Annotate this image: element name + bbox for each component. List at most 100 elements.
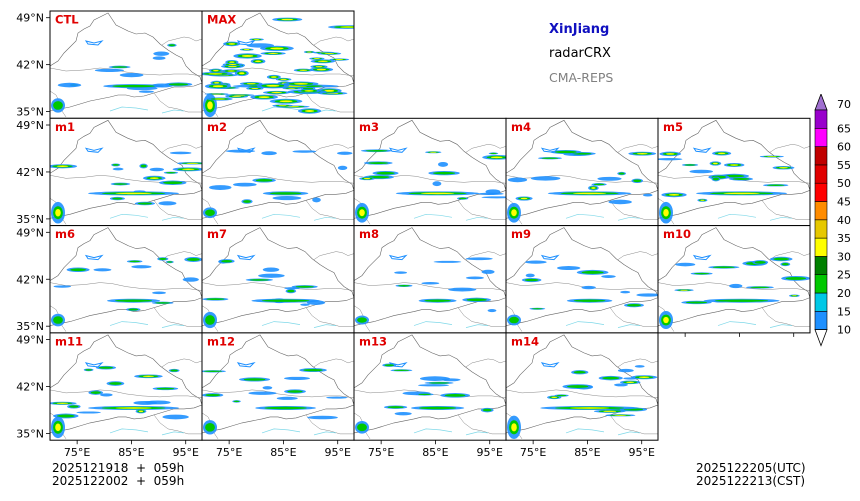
model-title: CMA-REPS [549,70,614,85]
echo-sw-cell-peak [511,423,517,432]
echo-sw-cell-core [53,316,63,324]
echo-cell [524,260,547,264]
echo-cell [225,149,256,153]
echo-cell [485,189,501,195]
echo-field [51,256,202,327]
echo-cell-peak [490,156,503,159]
echo-cell [634,365,645,368]
echo-max-cell-peak [304,90,314,92]
colorbar-extend-min [814,329,828,347]
echo-cell [261,151,277,156]
echo-max-cell-peak [208,73,223,75]
panel-label: m10 [663,227,691,241]
echo-field [202,17,354,118]
colorbar-segment [814,219,828,239]
echo-cell-core [137,202,152,205]
panel-label: m12 [207,334,235,348]
echo-cell [182,277,199,282]
panel-m6: m6 [49,225,203,334]
echo-cell-core [85,369,93,371]
echo-cell-peak [700,199,705,201]
echo-cell [689,169,714,174]
echo-band-core [418,406,457,410]
echo-cell [53,285,72,288]
y-tick-label: 42°N [16,166,44,179]
x-tick-label: 95°E [324,446,350,459]
echo-cell-core [187,257,200,261]
echo-cell-peak [227,70,235,72]
echo-cell [620,290,631,294]
panel-label: m14 [511,334,539,348]
echo-cell [100,393,113,397]
echo-cell-core [712,177,719,181]
echo-max-cell-peak [241,55,254,57]
echo-sw-cell-peak [663,316,669,324]
echo-cell-peak [626,381,635,383]
echo-cell [337,151,353,155]
echo-cell-peak [211,93,222,95]
echo-cell-peak [668,194,680,196]
echo-cell-peak [614,414,627,416]
echo-cell [158,201,177,206]
colorbar-segment [814,237,828,257]
panel-m14: m14 [505,332,659,441]
echo-cell-peak [636,152,648,155]
echo-cell [112,167,124,171]
echo-cell-core [418,393,431,396]
echo-sw-cell-peak [511,209,517,217]
echo-cell-core [466,298,487,302]
panel-m3: m3 [353,117,507,227]
echo-cell-core [732,177,750,180]
echo-sw-cell-core [357,423,367,432]
echo-cell-peak [520,197,528,200]
variable-title: radarCRX [549,46,611,61]
valid-utc: 2025122205(UTC) [696,461,806,475]
panel-label: m9 [511,227,531,241]
echo-max-cell-peak [304,110,315,112]
echo-max-cell-peak [324,53,335,55]
echo-cell [433,260,462,263]
panel-m7: m7 [201,225,355,334]
colorbar-segment [814,127,828,147]
echo-field [658,151,795,224]
panel-m4: m4 [505,117,659,227]
echo-cell-core [158,257,167,260]
echo-cell [530,176,561,181]
echo-cell-core [243,200,251,203]
echo-cell-peak [335,59,344,60]
panel-m2: m2 [201,117,355,227]
echo-cell-peak [255,60,262,63]
colorbar-segment [814,182,828,202]
echo-cell-core [90,391,101,394]
echo-cell-core [295,285,314,288]
echo-cell [153,51,170,56]
echo-cell-peak [307,51,312,53]
echo-cell-peak [779,167,788,169]
echo-cell [581,285,596,290]
echo-cell [481,269,495,274]
echo-cell [601,275,616,278]
echo-cell-core [393,369,410,371]
echo-cell-core [531,308,543,310]
colorbar-label: 25 [837,269,851,282]
echo-cell-core [766,184,785,186]
echo-band-peak [115,192,152,195]
echo-cell-core [387,406,404,409]
panel-label: m2 [207,120,227,134]
y-tick-label: 49°N [16,334,44,347]
echo-field [355,257,497,325]
echo-cell [326,396,348,399]
echo-band-core [114,299,153,302]
echo-cell-peak [665,153,675,155]
colorbar-segment [814,274,828,294]
echo-cell-peak [713,162,718,165]
echo-cell [93,268,112,272]
echo-field [659,256,810,330]
echo-cell-peak [229,61,235,63]
echo-cell [131,265,152,269]
echo-cell-core [712,266,735,269]
echo-cell-peak [142,375,155,377]
echo-max-cell-peak [271,91,283,94]
colorbar-label: 10 [837,324,851,337]
